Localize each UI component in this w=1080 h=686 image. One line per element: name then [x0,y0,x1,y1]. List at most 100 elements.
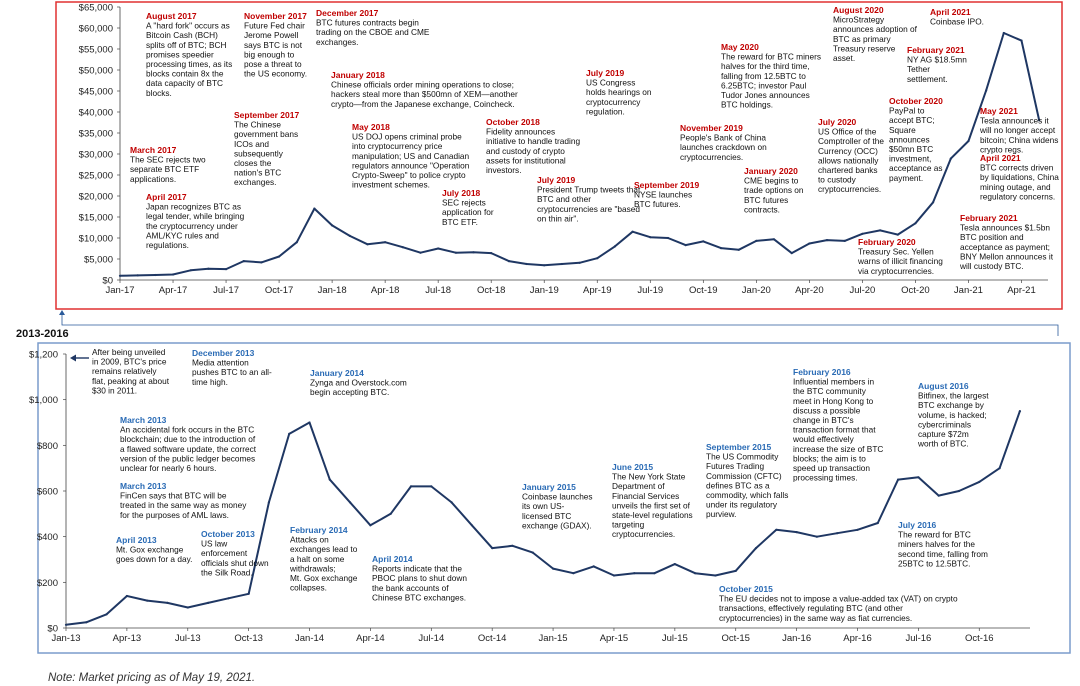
price-point [288,432,291,435]
annotation-text: contracts. [744,204,780,214]
bottom-chart: $0 $200 $400 $600 $800 $1,000 $1,200 Jan-13 Apr-… [29,347,1030,644]
annotation-text: falling from 12.5BTC to [721,71,806,81]
annotation-text: Tesla announces it [980,116,1049,126]
annotation-text: The Chinese [234,120,281,130]
annotation-text: blocks; the aim is to [793,453,866,463]
annotation-text: cryptocurrencies. [818,184,881,194]
annotation-text: Jerome Powell [244,30,299,40]
annotation-text: blocks contain 8x the [146,69,224,79]
annotation-text: SEC rejects [442,198,486,208]
annotation-text: warns of illicit financing [857,256,943,266]
price-point [207,601,210,605]
price-point [295,241,298,244]
annotation-date: May 2020 [721,42,759,52]
y-tick-label: $45,000 [79,87,113,98]
price-point [790,252,793,255]
price-point [998,467,1001,470]
annotation-text: subsequently [234,148,284,158]
annotation-text: exchanges. [316,37,358,47]
annotation-text: the BTC community [793,386,867,396]
annotation-text: remains relatively [92,366,157,376]
y-tick-label: $200 [37,578,58,589]
price-point [1002,31,1005,35]
price-point [450,501,453,504]
price-point [978,480,981,483]
annotation-text: Treasury Sec. Yellen [858,247,934,257]
annotation-text: Tesla announces $1.5bn [960,223,1050,233]
price-point [856,528,859,531]
price-point [348,234,351,237]
price-point [897,478,900,481]
annotation-date: March 2013 [120,481,167,491]
annotation-text: blockchain; due to the introduction of [120,434,256,444]
price-point [125,594,128,598]
price-point [64,623,68,626]
annotation-text: Bitcoin Cash (BCH) [146,30,218,40]
annotation-text: AML/KYC rules and [146,230,219,240]
annotation-text: acceptance as payment; [960,242,1050,252]
annotation-text: assets for institutional [486,155,566,165]
annotation-text: Commission (CFTC) [706,471,782,481]
annotation-date: May 2018 [352,122,390,132]
annotation-text: investors. [486,165,522,175]
price-point [914,222,917,225]
price-point [472,251,475,254]
annotation-text: transaction format that [793,425,876,435]
price-point [772,238,776,241]
bottom-panel-border [37,342,1071,654]
annotation-text: promises speedier [146,49,214,59]
price-point [267,501,270,504]
x-tick-label: Jan-18 [318,285,347,296]
price-point [917,476,920,479]
price-point [186,606,189,609]
annotation-text: Financial Services [612,491,679,501]
annotation-text: increase the size of BTC [793,444,883,454]
x-tick-label: Jan-15 [539,633,568,644]
price-point [734,569,737,573]
annotation-date: November 2019 [680,123,743,133]
annotation-text: Zynga and Overstock.com [310,378,407,388]
annotation-text: enforcement [201,548,248,558]
annotation-text: MicroStrategy [833,15,885,25]
price-point [957,489,961,493]
price-point [401,246,404,249]
y-tick-label: $20,000 [79,192,113,203]
annotation-text: launches crackdown on [680,142,767,152]
annotation-date: July 2018 [442,188,481,198]
price-point [313,207,316,210]
annotation-text: regulators announce "Operation [352,160,470,170]
annotation-text: Comptroller of the [818,136,884,146]
annotation-date: July 2016 [898,520,937,530]
price-point [430,485,433,488]
x-tick-label: Jul-18 [425,285,451,296]
price-point [531,551,534,554]
annotation-text: asset. [833,53,855,63]
price-point [714,574,717,577]
annotation-text: announces [889,134,930,144]
price-point [490,252,493,255]
history-arrowhead [70,354,76,362]
x-tick-label: Apr-21 [1007,285,1036,296]
annotation-text: acceptance as [889,163,943,173]
annotation-text: a flawed software update, the correct [120,444,257,454]
x-tick-label: Apr-14 [356,633,385,644]
price-point [596,257,599,260]
annotation-text: big enough to [244,49,295,59]
annotation-text: accept BTC; [889,115,935,125]
annotation-text: application for [442,207,494,217]
x-tick-label: Jan-20 [742,285,771,296]
price-point [247,592,250,595]
annotation-text: halves for the third time, [721,61,810,71]
price-point [419,251,422,254]
price-point [543,264,546,267]
annotation-text: exchanges lead to [290,544,358,554]
annotation-text: splits off of BTC; BCH [146,40,227,50]
annotation-text: regulatory concerns. [980,191,1055,201]
